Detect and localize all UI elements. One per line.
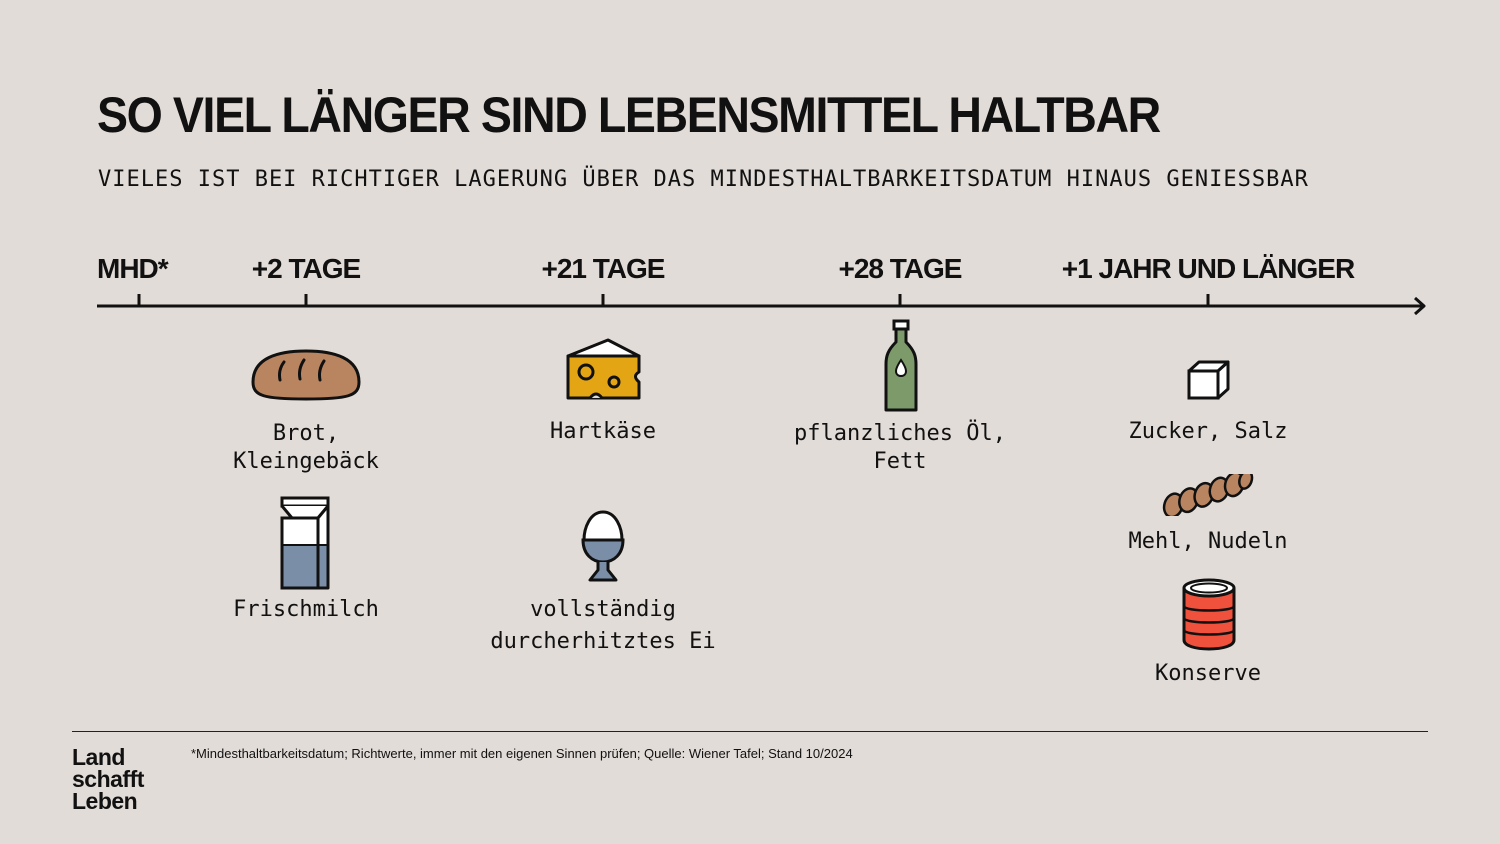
marker-label-1-jahr: +1 JAHR UND LÄNGER — [1061, 253, 1355, 284]
footer-divider — [72, 731, 1428, 732]
marker-label-mhd: MHD* — [97, 253, 169, 284]
marker-label-21-tage: +21 TAGE — [541, 253, 666, 284]
oil-bottle-icon — [884, 319, 918, 412]
food-label-oil: pflanzliches Öl, Fett — [794, 421, 1006, 474]
sugar-cube-icon — [1187, 360, 1230, 400]
bread-icon — [251, 349, 361, 401]
food-label-egg: vollständig durcherhitztes Ei — [490, 597, 716, 654]
timeline-axis — [97, 294, 1426, 316]
marker-label-28-tage: +28 TAGE — [838, 253, 963, 284]
page-title: SO VIEL LÄNGER SIND LEBENSMITTEL HALTBAR — [97, 87, 1161, 143]
marker-label-2-tage: +2 TAGE — [251, 253, 361, 284]
food-label-flour: Mehl, Nudeln — [1128, 529, 1288, 554]
food-label-bread: Brot, Kleingebäck — [233, 421, 379, 474]
milk-carton-icon — [280, 496, 330, 590]
brand-logo: Land schafft Leben — [72, 744, 144, 814]
pasta-icon — [1162, 474, 1254, 516]
food-label-sugar: Zucker, Salz — [1128, 419, 1288, 444]
food-label-milk: Frischmilch — [233, 597, 379, 622]
food-label-cheese: Hartkäse — [550, 419, 656, 444]
footnote: *Mindesthaltbarkeitsdatum; Richtwerte, i… — [191, 746, 853, 761]
tin-can-icon — [1182, 578, 1236, 651]
cheese-icon — [566, 338, 641, 400]
egg-cup-icon — [581, 510, 625, 582]
page-subtitle: VIELES IST BEI RICHTIGER LAGERUNG ÜBER D… — [98, 167, 1309, 192]
food-label-can: Konserve — [1155, 661, 1261, 686]
